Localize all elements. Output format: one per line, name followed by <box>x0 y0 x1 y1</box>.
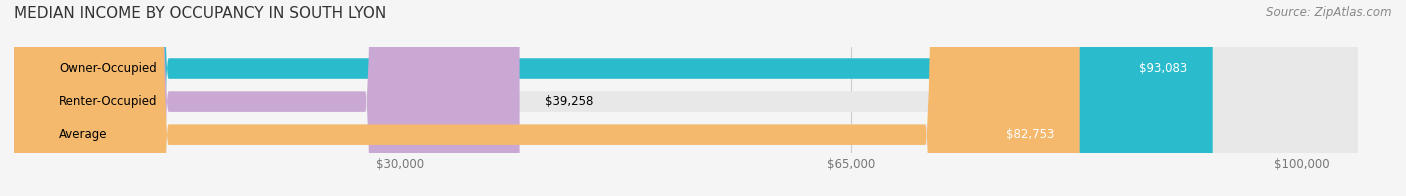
FancyBboxPatch shape <box>14 0 1358 196</box>
Text: Renter-Occupied: Renter-Occupied <box>59 95 157 108</box>
Text: Source: ZipAtlas.com: Source: ZipAtlas.com <box>1267 6 1392 19</box>
FancyBboxPatch shape <box>14 0 1213 196</box>
FancyBboxPatch shape <box>14 0 520 196</box>
Text: $82,753: $82,753 <box>1005 128 1054 141</box>
FancyBboxPatch shape <box>14 0 1358 196</box>
FancyBboxPatch shape <box>14 0 1080 196</box>
FancyBboxPatch shape <box>14 0 1358 196</box>
Text: Owner-Occupied: Owner-Occupied <box>59 62 157 75</box>
Text: Average: Average <box>59 128 108 141</box>
Text: $39,258: $39,258 <box>546 95 593 108</box>
Text: MEDIAN INCOME BY OCCUPANCY IN SOUTH LYON: MEDIAN INCOME BY OCCUPANCY IN SOUTH LYON <box>14 6 387 21</box>
Text: $93,083: $93,083 <box>1139 62 1187 75</box>
